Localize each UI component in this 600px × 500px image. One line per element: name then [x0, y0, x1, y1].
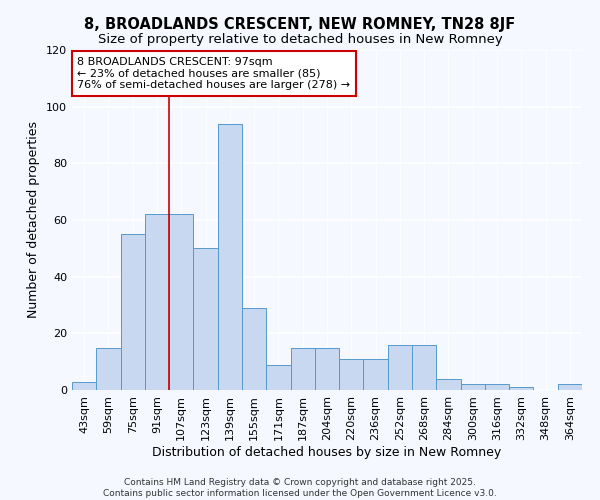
Text: 8, BROADLANDS CRESCENT, NEW ROMNEY, TN28 8JF: 8, BROADLANDS CRESCENT, NEW ROMNEY, TN28…	[85, 18, 515, 32]
Bar	[558, 384, 582, 390]
Bar	[72, 382, 96, 390]
Bar	[169, 214, 193, 390]
Text: Contains HM Land Registry data © Crown copyright and database right 2025.
Contai: Contains HM Land Registry data © Crown c…	[103, 478, 497, 498]
Bar	[193, 248, 218, 390]
Bar	[485, 384, 509, 390]
Bar	[388, 344, 412, 390]
Bar	[436, 378, 461, 390]
Bar	[339, 359, 364, 390]
Y-axis label: Number of detached properties: Number of detached properties	[28, 122, 40, 318]
Bar	[96, 348, 121, 390]
Bar	[315, 348, 339, 390]
Text: Size of property relative to detached houses in New Romney: Size of property relative to detached ho…	[98, 32, 502, 46]
Bar	[290, 348, 315, 390]
X-axis label: Distribution of detached houses by size in New Romney: Distribution of detached houses by size …	[152, 446, 502, 458]
Text: 8 BROADLANDS CRESCENT: 97sqm
← 23% of detached houses are smaller (85)
76% of se: 8 BROADLANDS CRESCENT: 97sqm ← 23% of de…	[77, 57, 350, 90]
Bar	[412, 344, 436, 390]
Bar	[218, 124, 242, 390]
Bar	[364, 359, 388, 390]
Bar	[509, 387, 533, 390]
Bar	[266, 364, 290, 390]
Bar	[242, 308, 266, 390]
Bar	[461, 384, 485, 390]
Bar	[121, 234, 145, 390]
Bar	[145, 214, 169, 390]
